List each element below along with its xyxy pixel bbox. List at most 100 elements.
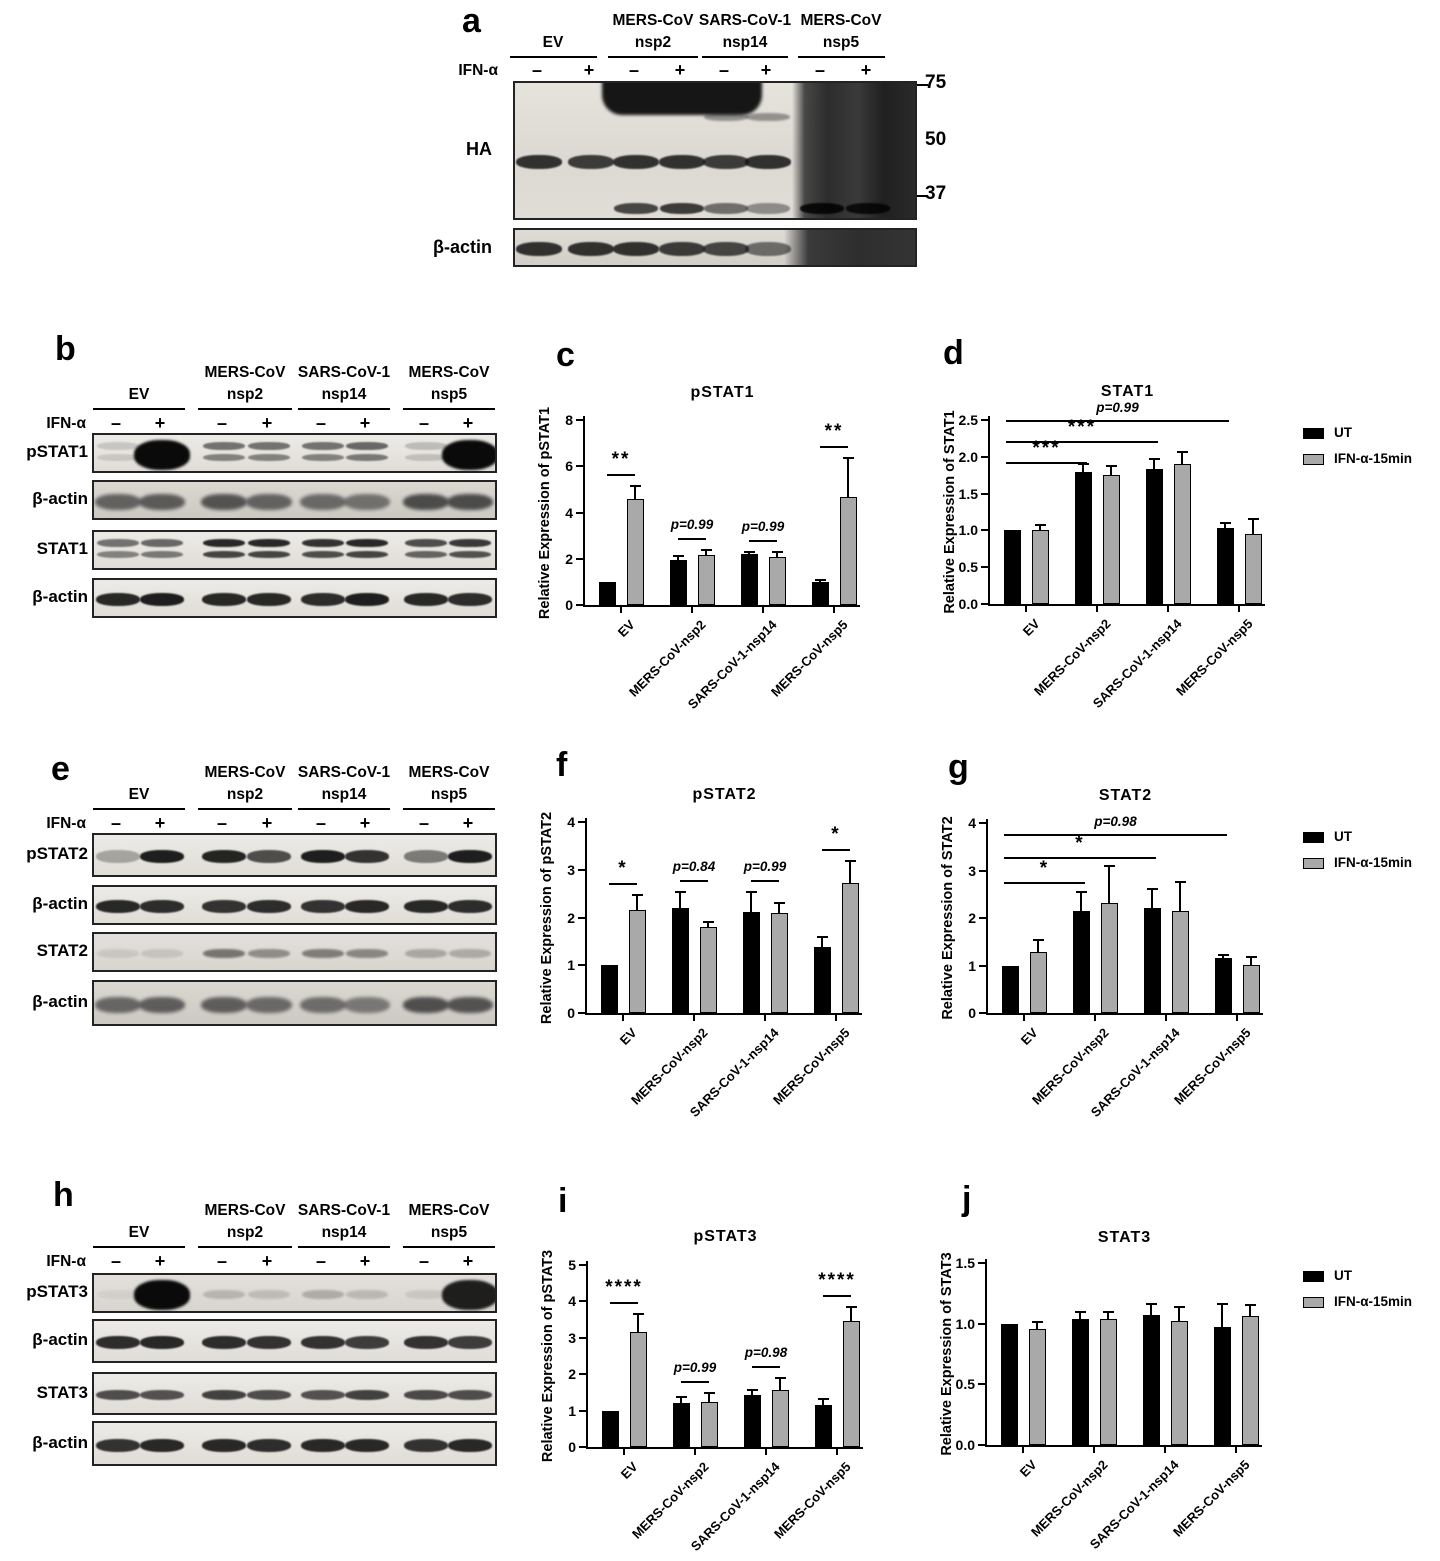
- ifn-sign: –: [110, 813, 121, 833]
- error-bar-line: [1037, 940, 1039, 954]
- y-axis-tick: [578, 868, 585, 871]
- comparison-line: [1004, 833, 1227, 836]
- y-axis-tick: [579, 1264, 586, 1266]
- error-bar-line: [708, 1393, 710, 1403]
- x-axis-tick: [765, 1449, 767, 1455]
- lane-group-label-line1: SARS-CoV-1: [698, 12, 792, 29]
- blot-band-lower: [746, 203, 790, 214]
- blot-band: [404, 1336, 448, 1349]
- ifn-alpha-row-label: IFN-α: [46, 415, 86, 432]
- error-bar-cap: [632, 1313, 644, 1316]
- y-axis-tick-label: 0.0: [958, 596, 978, 612]
- blot-band: [448, 1336, 492, 1349]
- y-axis-tick-label: 1: [968, 957, 976, 974]
- ifn-sign: +: [154, 813, 166, 833]
- blot-band: [301, 593, 345, 606]
- x-axis-category-label: EV: [1019, 616, 1043, 639]
- blot-row-label: pSTAT1: [26, 442, 88, 461]
- blot-row-label: HA: [466, 138, 492, 159]
- error-bar-cap: [1245, 956, 1257, 959]
- blot-band: [516, 155, 562, 169]
- blot-band: [405, 442, 447, 450]
- error-bar-line: [819, 580, 821, 584]
- y-axis-tick: [576, 419, 583, 421]
- ifn-sign: –: [315, 813, 326, 833]
- y-axis-tick: [978, 1262, 985, 1264]
- error-bar-line: [680, 1397, 682, 1405]
- bar-ut: [600, 965, 618, 1013]
- comparison-line: [1006, 441, 1158, 444]
- comparison-stars: ***: [1067, 417, 1097, 439]
- comparison-p-value: p=0.98: [1094, 813, 1137, 829]
- blot-band-blob: [134, 440, 190, 470]
- ifn-sign: –: [418, 1251, 429, 1271]
- blot-band-blob: [442, 1280, 495, 1310]
- ifn-sign: +: [462, 1251, 474, 1271]
- bar-ut: [1143, 908, 1161, 1013]
- blot-band: [404, 850, 448, 863]
- y-axis-tick: [981, 603, 988, 605]
- blot-band: [247, 900, 291, 913]
- blot-smear: [792, 83, 915, 218]
- error-bar-cap: [1173, 1305, 1185, 1308]
- lane-group-underline: [298, 408, 390, 410]
- blot-band: [301, 1336, 345, 1349]
- blot-band: [659, 242, 705, 256]
- blot-band: [201, 494, 247, 510]
- x-axis-category-label: EV: [1017, 1025, 1041, 1048]
- y-axis-tick: [981, 419, 988, 421]
- bar-ifn: [1102, 475, 1120, 604]
- error-bar-line: [1153, 459, 1155, 471]
- y-axis-tick: [978, 1322, 985, 1325]
- lane-group-label-line1: MERS-CoV: [800, 12, 882, 29]
- blot-band: [344, 494, 390, 510]
- error-bar-line: [822, 1398, 824, 1407]
- x-axis-tick: [1165, 1015, 1167, 1021]
- blot-row-label: STAT2: [36, 941, 88, 960]
- legend-label: IFN-α-15min: [1334, 1294, 1413, 1309]
- panel-letter: i: [558, 1182, 568, 1220]
- blot-band: [96, 593, 140, 606]
- y-axis-line: [586, 1261, 588, 1449]
- comparison-line: [1004, 857, 1156, 860]
- legend-label: IFN-α-15min: [1334, 451, 1413, 466]
- blot-band: [301, 900, 345, 913]
- blot-band: [96, 850, 140, 863]
- lane-group-label-line2: EV: [542, 34, 564, 51]
- ifn-sign: +: [154, 413, 166, 433]
- ifn-sign: +: [154, 1251, 166, 1271]
- ifn-sign: –: [814, 60, 825, 80]
- chart-title: STAT1: [1100, 383, 1155, 400]
- error-bar-line: [1079, 1311, 1081, 1320]
- x-axis-tick: [622, 1015, 624, 1021]
- x-axis-tick: [693, 1015, 695, 1021]
- bar-ut: [672, 1403, 690, 1447]
- blot-box: [92, 980, 497, 1026]
- blot-band: [247, 1389, 291, 1400]
- y-axis-tick-label: 0.5: [958, 559, 978, 576]
- blot-row-label: β-actin: [32, 587, 88, 606]
- significance-line: [681, 1381, 709, 1384]
- y-axis-tick: [579, 1409, 586, 1412]
- blot-smear: [784, 230, 915, 265]
- panel-letter: e: [51, 750, 70, 788]
- blot-band: [403, 997, 449, 1013]
- mw-marker-label: 50: [925, 129, 947, 150]
- y-axis-tick-label: 0: [565, 597, 573, 613]
- ifn-sign: –: [315, 1251, 326, 1271]
- error-bar-cap: [773, 902, 785, 905]
- blot-band: [703, 155, 749, 169]
- blot-band: [302, 949, 344, 958]
- bar-ut: [1145, 469, 1163, 604]
- blot-band: [745, 155, 791, 169]
- error-bar-line: [636, 895, 638, 911]
- bar-ifn: [1242, 964, 1260, 1013]
- significance-line: [822, 848, 850, 851]
- y-axis-tick-label: 2: [565, 550, 573, 567]
- blot-band: [246, 997, 292, 1013]
- x-axis-category-label: SARS-CoV-1-nsp14: [684, 617, 780, 712]
- y-axis-tick: [978, 1383, 985, 1386]
- significance-p-value: p=0.99: [743, 858, 787, 874]
- error-bar-line: [1224, 523, 1226, 530]
